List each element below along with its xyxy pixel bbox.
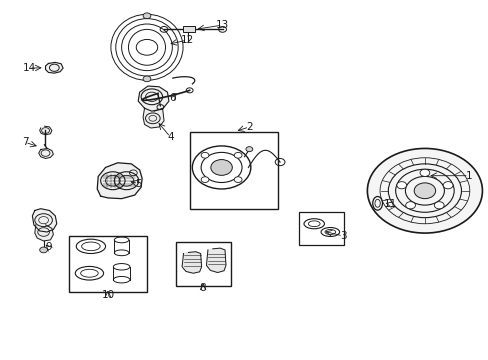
Polygon shape <box>40 126 52 135</box>
Text: 8: 8 <box>199 283 206 293</box>
Text: 5: 5 <box>135 179 141 189</box>
Circle shape <box>442 182 452 189</box>
Text: 7: 7 <box>22 138 28 147</box>
Circle shape <box>433 202 443 209</box>
Bar <box>69 236 147 292</box>
Circle shape <box>201 177 208 183</box>
Text: 6: 6 <box>169 93 175 103</box>
Circle shape <box>234 177 242 183</box>
Circle shape <box>419 169 429 176</box>
Polygon shape <box>32 209 57 232</box>
Polygon shape <box>39 148 53 158</box>
Text: 4: 4 <box>167 132 173 142</box>
Polygon shape <box>97 163 142 199</box>
Text: 12: 12 <box>180 35 193 45</box>
Circle shape <box>396 182 406 189</box>
Circle shape <box>245 147 252 152</box>
Text: 13: 13 <box>216 20 229 30</box>
Circle shape <box>201 152 208 158</box>
Text: 10: 10 <box>101 291 114 301</box>
Text: 9: 9 <box>45 242 52 252</box>
Bar <box>176 242 230 286</box>
Circle shape <box>143 76 151 82</box>
Polygon shape <box>45 62 63 73</box>
Polygon shape <box>35 225 53 241</box>
Circle shape <box>234 152 242 158</box>
Circle shape <box>405 202 415 209</box>
Polygon shape <box>138 86 168 111</box>
Polygon shape <box>206 248 225 273</box>
Circle shape <box>210 159 232 175</box>
Circle shape <box>143 13 151 19</box>
Circle shape <box>40 247 47 253</box>
Polygon shape <box>182 252 201 273</box>
Text: 1: 1 <box>465 171 471 181</box>
Text: 3: 3 <box>339 231 346 241</box>
Circle shape <box>413 183 435 199</box>
Polygon shape <box>143 108 163 128</box>
Text: 11: 11 <box>384 199 397 210</box>
Text: 2: 2 <box>245 122 252 132</box>
Text: 14: 14 <box>22 63 36 73</box>
Bar <box>299 212 343 244</box>
Circle shape <box>366 148 482 233</box>
Bar <box>182 26 194 32</box>
Bar <box>189 132 277 209</box>
